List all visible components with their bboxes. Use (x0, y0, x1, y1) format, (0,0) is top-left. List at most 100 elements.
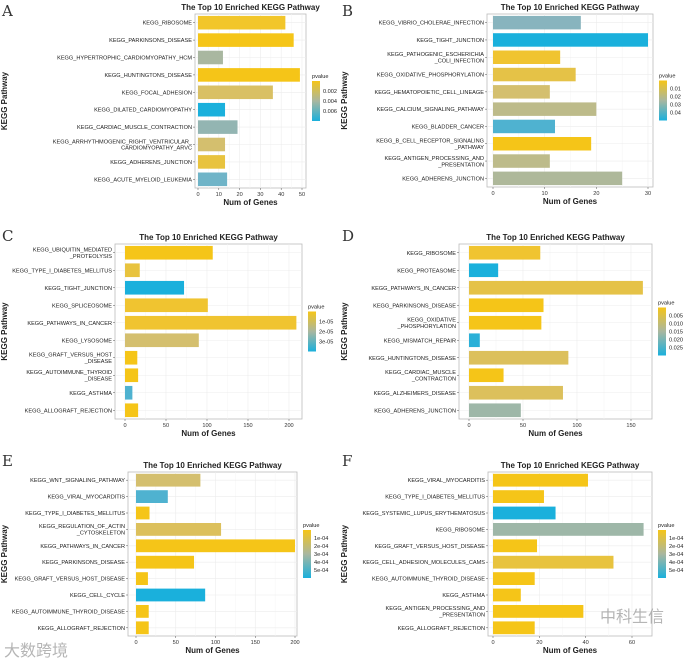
x-axis-title: Num of Genes (181, 429, 236, 438)
legend-label: 5e-04 (314, 568, 328, 574)
bar-kegg_hematopoietic_cell_lineage (493, 85, 550, 99)
x-tick-label: 150 (626, 423, 635, 429)
y-category-label: KEGG_TYPE_I_DIABETES_MELLITUS (12, 268, 112, 274)
y-category-label: KEGG_PATHWAYS_IN_CANCER (40, 544, 125, 550)
bar-kegg_oxidative_phosphorylation (493, 67, 576, 82)
bar-chart: A The Top 10 Enriched KEGG Pathway 0 10 20 30… (0, 2, 337, 207)
bar-chart: F The Top 10 Enriched KEGG Pathway 0 20 40 60… (340, 452, 683, 655)
y-category-label: KEGG_ALLOGRAFT_REJECTION (25, 408, 112, 414)
y-axis-title: KEGG Pathway (0, 302, 9, 361)
y-category-label: KEGG_GRAFT_VERSUS_HOST_DISEASE (375, 544, 486, 550)
y-category-label: KEGG_DILATED_CARDIOMYOPATHY (94, 108, 192, 114)
y-category-label: KEGG_VIRAL_MYOCARDITIS (48, 495, 126, 501)
y-category-label: KEGG_AUTOIMMUNE_THYROID_DISEASE (372, 577, 485, 583)
y-category-label: KEGG_ASTHMA (442, 593, 485, 599)
legend-title: pvalue (303, 523, 319, 529)
y-category-label: KEGG_VIBRIO_CHOLERAE_INFECTION (379, 21, 484, 27)
bar-kegg_b_cell_receptor_signaling_pathway (493, 137, 592, 151)
legend-title: pvalue (658, 523, 674, 529)
bar-kegg_pathways_in_cancer (125, 315, 297, 330)
legend-label: 0.005 (669, 314, 683, 320)
y-category-label: KEGG_RIBOSOME (143, 21, 193, 27)
x-tick-label: 20 (536, 640, 542, 646)
panel-b: B The Top 10 Enriched KEGG Pathway 0 10 20 30… (340, 0, 682, 215)
bar-kegg_type_i_diabetes_mellitus (136, 506, 150, 520)
legend-label: 2e-04 (314, 544, 328, 550)
x-axis-title: Num of Genes (223, 198, 278, 207)
y-category-label: KEGG_ADHERENS_JUNCTION (110, 160, 192, 166)
bar-kegg_antigen_processing_and_presentation (493, 154, 550, 168)
x-tick-label: 50 (163, 423, 169, 429)
panel-d: D The Top 10 Enriched KEGG Pathway 0 50 100 1… (340, 225, 683, 450)
legend-title: pvalue (658, 301, 674, 307)
bar-kegg_cell_adhesion_molecules_cams (493, 555, 614, 569)
y-category-label: KEGG_B_CELL_RECEPTOR_SIGNALING _PATHWAY (376, 139, 484, 151)
y-category-label: KEGG_PARKINSONS_DISEASE (109, 38, 192, 44)
panel-e: E The Top 10 Enriched KEGG Pathway 0 50 100 1… (0, 450, 342, 663)
bar-kegg_autoimmune_thyroid_disease (493, 572, 535, 585)
bar-kegg_graft_versus_host_disease (125, 350, 138, 365)
chart-title: The Top 10 Enriched KEGG Pathway (501, 3, 640, 12)
bar-kegg_arrhythmogenic_right_ventricular_cardiomyopathy_arvc (198, 137, 226, 152)
x-tick-label: 20 (236, 192, 242, 198)
y-category-label: KEGG_SPLICEOSOME (52, 303, 112, 309)
legend-colorbar (308, 311, 316, 352)
legend-label: 0.002 (323, 89, 337, 95)
y-category-label: KEGG_ALZHEIMERS_DISEASE (374, 391, 457, 397)
legend-label: 4e-04 (314, 560, 328, 566)
y-category-label: KEGG_ADHERENS_JUNCTION (402, 176, 484, 182)
y-category-label: KEGG_AUTOIMMUNE_THYROID_DISEASE (26, 370, 112, 382)
x-tick-label: 0 (491, 191, 494, 197)
y-category-label: KEGG_TYPE_I_DIABETES_MELLITUS (25, 511, 125, 517)
y-category-label: KEGG_PATHOGENIC_ESCHERICHIA _COLI_INFECTI… (387, 52, 484, 64)
bar-kegg_viral_myocarditis (493, 473, 588, 487)
bar-kegg_hypertrophic_cardiomyopathy_hcm (198, 50, 223, 65)
x-axis-title: Num of Genes (543, 197, 598, 206)
legend-title: pvalue (659, 74, 675, 80)
y-category-label: KEGG_PARKINSONS_DISEASE (373, 303, 456, 309)
y-axis-title: KEGG Pathway (340, 71, 349, 130)
panel-c: C The Top 10 Enriched KEGG Pathway 0 50 100 1… (0, 225, 342, 450)
bar-kegg_mismatch_repair (469, 333, 480, 348)
legend-label: 2e-04 (669, 544, 683, 550)
bar-kegg_dilated_cardiomyopathy (198, 102, 226, 117)
y-category-label: KEGG_TIGHT_JUNCTION (417, 38, 484, 44)
legend-colorbar (658, 530, 666, 578)
x-tick-label: 0 (467, 423, 470, 429)
y-category-label: KEGG_GRAFT_VERSUS_HOST_DISEASE (15, 577, 126, 583)
y-category-label: KEGG_PROTEASOME (397, 268, 456, 274)
legend-label: 0.020 (669, 338, 683, 344)
y-category-label: KEGG_OXIDATIVE_PHOSPHORYLATION (377, 73, 484, 79)
bar-chart: D The Top 10 Enriched KEGG Pathway 0 50 100 1… (340, 227, 683, 438)
legend-label: 2e-05 (319, 330, 333, 336)
y-category-label: KEGG_TYPE_I_DIABETES_MELLITUS (385, 495, 485, 501)
bar-kegg_oxidative_phosphorylation (469, 315, 542, 330)
bar-kegg_autoimmune_thyroid_disease (136, 605, 149, 618)
legend-label: 1e-04 (314, 536, 328, 542)
bar-kegg_bladder_cancer (493, 119, 555, 134)
legend-label: 4e-04 (669, 560, 683, 566)
y-category-label: KEGG_PATHWAYS_IN_CANCER (371, 286, 456, 292)
x-axis-title: Num of Genes (543, 646, 598, 655)
y-category-label: KEGG_ACUTE_MYELOID_LEUKEMIA (94, 177, 192, 183)
bar-kegg_pathogenic_escherichia_coli_infection (493, 50, 561, 64)
panel-letter: E (2, 452, 13, 470)
x-tick-label: 50 (173, 640, 179, 646)
bar-kegg_spliceosome (125, 298, 208, 313)
x-tick-label: 100 (572, 423, 581, 429)
bar-kegg_adherens_junction (493, 171, 623, 186)
y-category-label: KEGG_OXIDATIVE_PHOSPHORYLATION (396, 318, 456, 330)
y-axis-title: KEGG Pathway (0, 524, 9, 583)
y-axis-title: KEGG Pathway (0, 71, 9, 130)
x-tick-label: 40 (278, 192, 284, 198)
y-category-label: KEGG_AUTOIMMUNE_THYROID_DISEASE (12, 609, 125, 615)
legend-label: 0.025 (669, 346, 683, 352)
y-category-label: KEGG_SYSTEMIC_LUPUS_ERYTHEMATOSUS (363, 511, 486, 517)
bar-kegg_huntingtons_disease (198, 68, 300, 82)
watermark-left: 大数跨境 (4, 641, 69, 660)
y-category-label: KEGG_MISMATCH_REPAIR (384, 338, 456, 344)
bar-kegg_huntingtons_disease (469, 350, 569, 365)
bar-kegg_adherens_junction (198, 155, 226, 169)
bar-kegg_allograft_rejection (136, 621, 149, 635)
y-category-label: KEGG_PARKINSONS_DISEASE (42, 560, 125, 566)
